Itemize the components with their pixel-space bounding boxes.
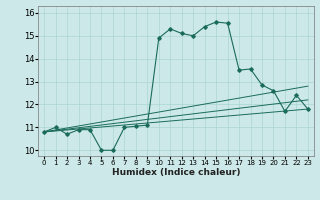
X-axis label: Humidex (Indice chaleur): Humidex (Indice chaleur)	[112, 168, 240, 177]
